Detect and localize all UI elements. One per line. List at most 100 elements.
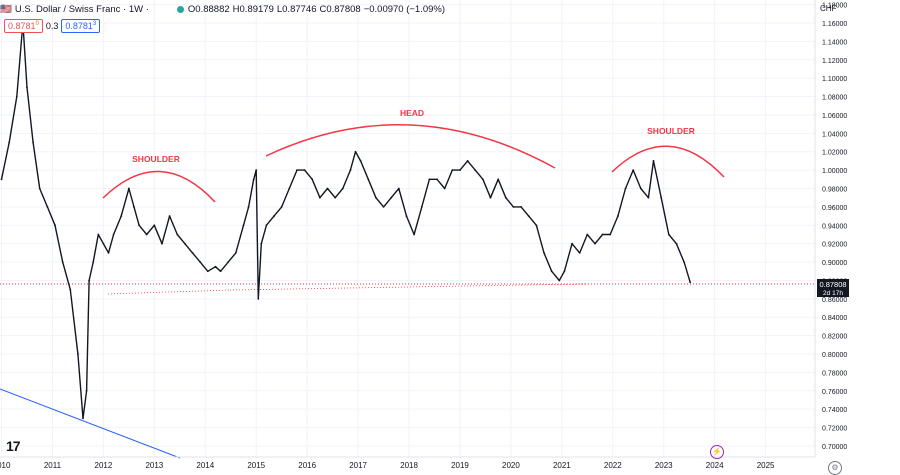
price-point (296, 169, 298, 172)
trade-buttons: 0.87810 0.3 0.87813 (4, 19, 101, 33)
level-lines (0, 283, 815, 295)
price-point (652, 160, 655, 162)
price-point (257, 297, 260, 300)
x-tick-label: 2016 (298, 461, 316, 470)
price-point (46, 205, 49, 208)
price-point (527, 215, 530, 217)
price-axis[interactable]: 1.18000 1.16000 1.14000 1.12000 1.10000 1.080… (814, 0, 847, 457)
y-tick-label: 0.74000 (822, 407, 847, 414)
price-point (571, 242, 573, 245)
y-tick-label: 0.80000 (822, 352, 847, 359)
last-price-label: 0.87808 2d 17h (817, 279, 849, 297)
price-point (624, 187, 627, 190)
buy-button[interactable]: 0.87813 (61, 19, 101, 33)
y-tick-label: 0.96000 (822, 205, 847, 212)
y-tick-label: 1.02000 (822, 150, 847, 157)
price-point (660, 196, 663, 199)
currency-label[interactable]: CHF (820, 4, 837, 13)
price-point (443, 187, 446, 190)
price-point (413, 233, 416, 236)
price-point (326, 187, 329, 190)
y-tick-label: 1.06000 (822, 113, 847, 120)
price-point (145, 233, 148, 236)
y-tick-label: 0.78000 (822, 370, 847, 377)
x-tick-label: 2014 (196, 461, 214, 470)
head-arc[interactable] (265, 124, 556, 169)
price-point (420, 205, 423, 208)
price-series-group (0, 22, 692, 420)
price-point (206, 270, 209, 273)
price-point (609, 233, 612, 236)
price-point (77, 353, 79, 355)
y-tick-label: 1.00000 (822, 168, 847, 175)
price-point (520, 205, 522, 208)
time-axis[interactable]: 2010 2011 2012 2013 2014 2015 2016 2017 2018 2019… (0, 456, 815, 470)
left-shoulder-arc[interactable] (102, 170, 216, 203)
market-status-icon (176, 5, 184, 13)
blue-trendline[interactable] (0, 388, 181, 459)
price-point (265, 224, 268, 227)
change-value: −0.00970 (−1.09%) (363, 3, 446, 15)
price-point (133, 205, 135, 208)
annotation-label: HEAD (400, 108, 424, 118)
dotted-range-line-2 (229, 283, 586, 291)
x-tick-label: 2023 (655, 461, 673, 470)
price-point (107, 251, 110, 254)
y-tick-label: 1.16000 (822, 21, 847, 28)
price-point (54, 224, 56, 227)
price-point (176, 233, 179, 236)
price-point (512, 205, 515, 208)
pattern-arcs[interactable]: SHOULDER HEAD SHOULDER (102, 108, 725, 203)
price-point (247, 205, 250, 208)
price-point (382, 205, 385, 208)
right-shoulder-arc[interactable] (611, 145, 725, 178)
price-point (428, 178, 431, 181)
price-point (578, 251, 581, 254)
price-point (689, 281, 692, 284)
annotation-label: SHOULDER (647, 126, 695, 136)
trendline-group[interactable] (0, 388, 181, 459)
price-point (451, 169, 454, 172)
low-value: L0.87746 (276, 3, 317, 15)
dotted-range-line (107, 289, 231, 295)
y-tick-label: 0.98000 (822, 187, 847, 194)
price-point (82, 417, 84, 420)
price-point (563, 270, 566, 273)
chart-header: 🇺🇸 U.S. Dollar / Swiss Franc · 1W · O0.8… (0, 0, 445, 18)
y-tick-label: 1.18000 (822, 3, 847, 10)
high-value: H0.89179 (232, 3, 274, 15)
sell-button[interactable]: 0.87810 (4, 19, 43, 33)
x-tick-label: 2010 (0, 461, 11, 470)
flag-icon: 🇺🇸 (0, 3, 12, 15)
symbol-title[interactable]: U.S. Dollar / Swiss Franc · 1W · (14, 3, 149, 15)
price-point (199, 261, 202, 263)
price-point (632, 169, 635, 172)
lightning-icon[interactable]: ⚡ (710, 445, 724, 459)
price-point (594, 242, 596, 245)
y-tick-label: 0.94000 (822, 223, 847, 230)
tradingview-logo-icon: 17 (6, 438, 21, 454)
gear-icon[interactable]: ⚙ (828, 461, 842, 475)
annotation-label: SHOULDER (132, 154, 180, 164)
last-price-bg (817, 279, 849, 297)
price-point (586, 233, 589, 236)
price-point (436, 178, 438, 181)
price-point (0, 178, 3, 181)
price-point (405, 215, 408, 217)
price-point (683, 261, 685, 263)
price-point (543, 251, 545, 254)
price-point (497, 178, 500, 181)
price-point (334, 196, 337, 199)
price-point (647, 196, 650, 199)
price-point (88, 279, 91, 282)
x-tick-label: 2011 (44, 461, 62, 470)
price-point (288, 187, 291, 190)
price-point (127, 187, 130, 190)
last-price-value: 0.87808 (819, 280, 846, 289)
y-tick-label: 1.12000 (822, 58, 847, 65)
spread-value: 0.3 (45, 21, 59, 31)
price-point (92, 261, 95, 263)
price-point (354, 150, 357, 153)
price-point (311, 178, 314, 181)
